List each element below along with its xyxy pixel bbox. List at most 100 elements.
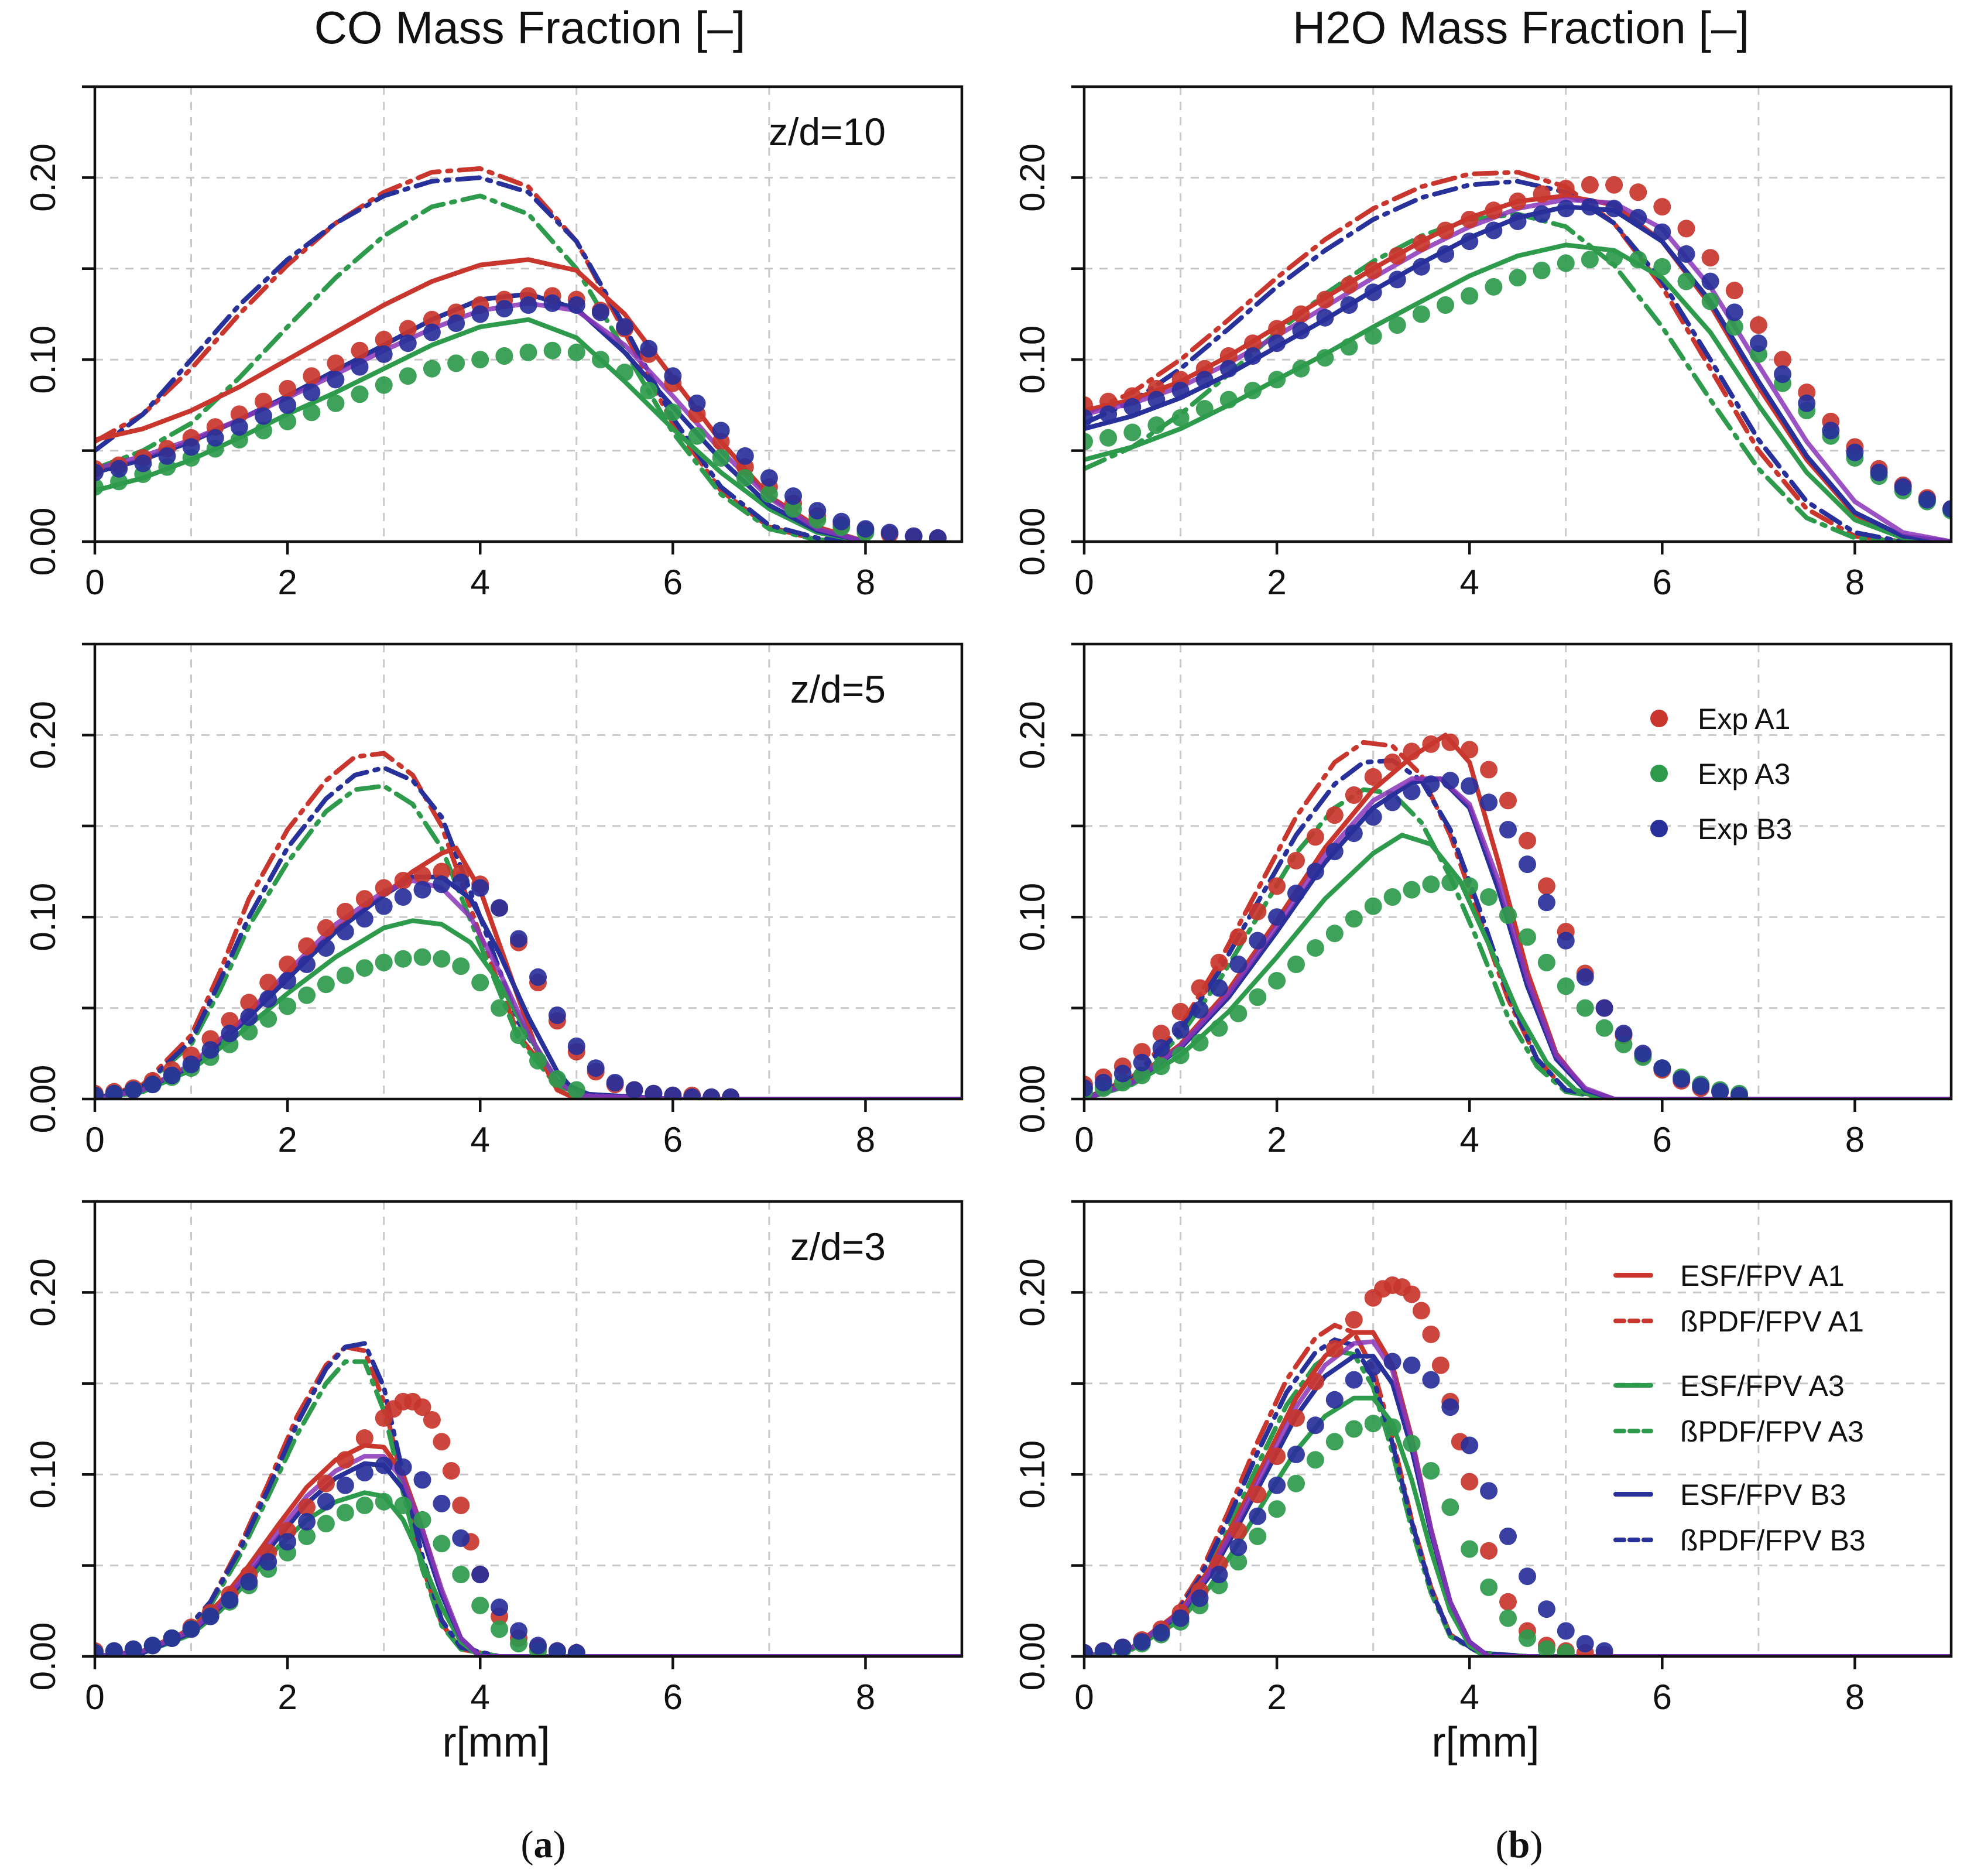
data-point-exp-b3 — [1537, 894, 1555, 912]
data-point-exp-a3 — [591, 351, 609, 369]
data-point-exp-b3 — [163, 1066, 181, 1084]
data-point-exp-a1 — [1581, 176, 1599, 194]
data-point-exp-a3 — [1325, 1433, 1344, 1451]
data-point-exp-a1 — [433, 1433, 451, 1451]
data-point-exp-b3 — [832, 512, 851, 530]
panel-c0-r2: 0 2 4 6 8 0.00 0.10 0.20 z/d=3 — [23, 1200, 964, 1717]
x-axis-label: r[mm] — [443, 1719, 550, 1766]
data-point-exp-a3 — [1268, 972, 1286, 990]
legend-simulation: ESF/FPV A1 ßPDF/FPV A1 ESF/FPV A3 ßPDF/FPV … — [1613, 1259, 1866, 1557]
x-tick-label: 8 — [1845, 1120, 1865, 1159]
data-point-exp-b3 — [124, 1640, 142, 1656]
panel-c1-r1-series — [1084, 732, 1951, 1099]
x-tick-label: 0 — [85, 563, 104, 602]
data-point-exp-a3 — [1383, 888, 1401, 906]
data-point-exp-a3 — [279, 412, 297, 430]
data-point-exp-a1 — [1677, 220, 1695, 238]
x-tick-label: 4 — [471, 1120, 490, 1159]
data-point-exp-a3 — [351, 385, 369, 403]
data-point-exp-b3 — [1171, 1609, 1190, 1627]
data-point-exp-b3 — [201, 1607, 220, 1625]
data-point-exp-b3 — [221, 1591, 239, 1609]
data-point-exp-b3 — [1461, 1436, 1479, 1454]
data-point-exp-a1 — [279, 956, 297, 973]
y-tick-label: 0.00 — [23, 508, 63, 576]
data-point-exp-a1 — [355, 890, 373, 908]
data-point-exp-b3 — [1345, 824, 1363, 843]
data-point-exp-b3 — [1725, 303, 1743, 321]
series-line-esf-fpv-a3 — [95, 317, 868, 542]
x-tick-label: 8 — [856, 1678, 875, 1717]
data-point-exp-b3 — [375, 897, 393, 915]
x-tick-label: 4 — [1460, 1678, 1479, 1717]
data-point-exp-a3 — [1364, 1415, 1382, 1433]
data-point-exp-a1 — [1316, 290, 1334, 309]
data-point-exp-b3 — [928, 529, 947, 542]
data-point-exp-a1 — [1306, 828, 1324, 846]
legend-label-pdf-fpv-a1: ßPDF/FPV A1 — [1680, 1305, 1864, 1338]
data-point-exp-b3 — [413, 881, 431, 899]
data-point-exp-a3 — [1229, 1004, 1248, 1022]
data-point-exp-b3 — [1412, 258, 1430, 276]
data-point-exp-b3 — [548, 1642, 566, 1656]
column-title-h2o: H2O Mass Fraction [–] — [1293, 2, 1749, 53]
data-point-exp-a3 — [1268, 1500, 1286, 1518]
data-point-exp-a1 — [423, 310, 441, 328]
x-tick-label: 4 — [471, 563, 490, 602]
data-point-exp-a3 — [1345, 1420, 1363, 1438]
data-point-exp-a3 — [1403, 1435, 1421, 1453]
data-point-exp-b3 — [880, 523, 899, 542]
data-point-exp-a1 — [1653, 198, 1671, 216]
data-point-exp-b3 — [1461, 777, 1479, 795]
data-point-exp-b3 — [1918, 491, 1936, 509]
data-point-exp-b3 — [182, 1620, 200, 1638]
data-point-exp-a1 — [351, 341, 369, 360]
sub-caption-b-open: ( — [1496, 1823, 1509, 1866]
panel-c1-r0-series — [1084, 170, 1951, 542]
data-point-exp-a1 — [1287, 1409, 1305, 1427]
y-tick-label: 0.00 — [23, 1622, 63, 1691]
data-point-exp-a3 — [1306, 939, 1324, 957]
data-point-exp-b3 — [452, 1529, 470, 1547]
data-point-exp-a3 — [664, 403, 682, 422]
x-tick-label: 6 — [1653, 563, 1672, 602]
panel-label-z-d-10: z/d=10 — [769, 110, 886, 153]
column-title-co: CO Mass Fraction [–] — [314, 2, 746, 53]
data-point-exp-b3 — [182, 1055, 200, 1073]
data-point-exp-b3 — [688, 394, 706, 412]
data-point-exp-a1 — [221, 1012, 239, 1030]
data-point-exp-a3 — [1422, 875, 1440, 894]
data-point-exp-b3 — [1509, 213, 1527, 230]
data-point-exp-a3 — [433, 1535, 451, 1553]
x-tick-label: 6 — [663, 563, 683, 602]
data-point-exp-a1 — [1171, 1002, 1190, 1021]
data-point-exp-a1 — [1629, 183, 1647, 201]
panel-c1-r2-frame — [1082, 1200, 1953, 1658]
data-point-exp-b3 — [259, 1553, 277, 1571]
panel-label-z-d-5: z/d=5 — [790, 667, 886, 711]
sub-caption-a-close: ) — [553, 1823, 566, 1866]
data-point-exp-a1 — [1499, 1593, 1517, 1611]
data-point-exp-a1 — [1219, 347, 1238, 365]
data-point-exp-a3 — [279, 997, 297, 1015]
x-tick-label: 8 — [856, 1120, 875, 1159]
data-point-exp-a3 — [452, 1566, 470, 1584]
data-point-exp-a1 — [375, 331, 393, 348]
data-point-exp-a3 — [1210, 1019, 1228, 1037]
data-point-exp-b3 — [1094, 1642, 1112, 1656]
data-point-exp-a3 — [433, 950, 451, 968]
data-point-exp-b3 — [760, 469, 778, 487]
data-point-exp-b3 — [529, 968, 547, 986]
data-point-exp-a3 — [255, 422, 272, 440]
data-point-exp-a1 — [1461, 741, 1479, 759]
y-tick-label: 0.10 — [23, 1440, 63, 1509]
x-tick-label: 2 — [277, 1120, 297, 1159]
data-point-exp-a3 — [1537, 1640, 1555, 1656]
y-tick-label: 0.00 — [1013, 1065, 1052, 1134]
data-point-exp-a1 — [1701, 249, 1719, 267]
data-point-exp-a3 — [1533, 261, 1551, 279]
data-point-exp-b3 — [548, 1007, 566, 1024]
data-point-exp-a3 — [1412, 305, 1430, 323]
data-point-exp-b3 — [808, 502, 827, 520]
y-tick-label: 0.20 — [23, 143, 63, 212]
